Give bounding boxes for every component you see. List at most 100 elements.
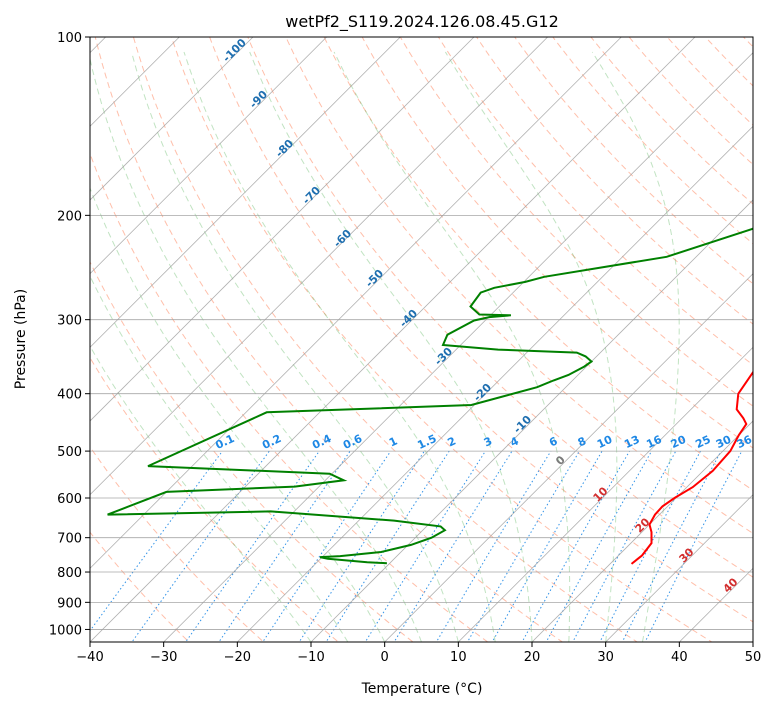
dry-adiabat <box>285 37 753 535</box>
isotherm-label: -100 <box>220 36 249 65</box>
mixing-ratio-line <box>262 450 392 642</box>
mixing-ratio-label: 0.2 <box>260 432 283 452</box>
x-tick-label: −30 <box>150 650 177 665</box>
x-tick-label: 30 <box>597 650 614 665</box>
y-tick-label: 400 <box>57 388 82 403</box>
isotherm <box>605 494 753 642</box>
dry-adiabat <box>755 10 775 654</box>
isotherm <box>310 199 753 642</box>
isotherm-label: -80 <box>273 137 296 160</box>
plot-area <box>90 10 775 654</box>
dry-adiabat <box>323 37 753 491</box>
mixing-ratio-label: 0.4 <box>310 432 333 452</box>
mixing-ratio-label: 0.6 <box>341 432 364 452</box>
y-tick-label: 200 <box>57 209 82 224</box>
dry-adiabat <box>90 260 414 642</box>
dry-adiabat <box>90 152 489 642</box>
moist-adiabat <box>591 51 680 642</box>
mixing-ratio-line <box>90 450 223 632</box>
dry-adiabat <box>475 37 753 325</box>
dewpoint-profile <box>107 227 753 565</box>
mixing-ratio-label: 25 <box>693 433 712 451</box>
dry-adiabat <box>590 37 753 205</box>
mixing-ratio-line <box>491 450 603 642</box>
mixing-ratio-label: 8 <box>576 434 588 449</box>
moist-adiabat <box>90 56 422 642</box>
mixing-ratio-line <box>621 450 722 642</box>
y-tick-label: 300 <box>57 314 82 329</box>
moist-adiabat <box>333 51 571 642</box>
moist-adiabat <box>131 51 459 642</box>
x-tick-label: −40 <box>76 650 103 665</box>
isotherm-label: -60 <box>331 227 354 250</box>
mixing-ratio-label: 1 <box>387 434 399 449</box>
chart-title: wetPf2_S119.2024.126.08.45.G12 <box>285 12 559 32</box>
isotherm <box>163 52 753 642</box>
y-tick-label: 900 <box>57 596 82 611</box>
isotherm <box>90 37 622 569</box>
x-tick-label: 50 <box>745 650 762 665</box>
isotherm <box>752 641 753 642</box>
mixing-ratio-label: 16 <box>644 433 664 451</box>
isotherm <box>90 37 327 275</box>
mixing-ratio-line <box>218 450 351 642</box>
isotherm <box>237 125 753 642</box>
mixing-ratio-line <box>644 450 743 642</box>
moist-adiabat <box>183 51 496 642</box>
isotherm-label: 30 <box>677 545 697 565</box>
y-tick-label: 600 <box>57 492 82 507</box>
mixing-ratio-line <box>466 450 580 642</box>
mixing-ratio-label: 1.5 <box>415 432 438 452</box>
dry-adiabat <box>90 356 340 642</box>
dry-adiabat <box>247 37 753 578</box>
mixing-ratio-label: 2 <box>446 434 458 449</box>
mixing-ratio-line <box>185 450 320 642</box>
isotherm-label: 40 <box>721 575 741 595</box>
mixing-ratio-line <box>393 450 513 642</box>
isotherm-label: -30 <box>432 345 455 368</box>
mixing-ratio-line <box>131 450 270 642</box>
x-tick-label: 10 <box>450 650 467 665</box>
mixing-ratio-line <box>298 450 425 642</box>
y-tick-label: 700 <box>57 532 82 547</box>
isotherm <box>90 37 475 422</box>
mixing-ratio-label: 36 <box>735 433 755 451</box>
y-tick-label: 800 <box>57 566 82 581</box>
isotherm-label: -50 <box>363 267 386 290</box>
isotherm <box>90 37 696 642</box>
mixing-ratio-label: 10 <box>595 433 615 451</box>
isotherm <box>90 37 254 201</box>
mixing-ratio-line <box>545 450 653 642</box>
y-tick-label: 100 <box>57 31 82 46</box>
isotherm-label: -70 <box>300 184 323 207</box>
moist-adiabat <box>249 51 533 642</box>
x-tick-label: 40 <box>671 650 688 665</box>
y-tick-label: 1000 <box>49 623 82 638</box>
y-axis-title: Pressure (hPa) <box>13 289 29 389</box>
y-tick-label: 500 <box>57 445 82 460</box>
dry-adiabat <box>742 37 753 48</box>
mixing-ratio-label: 20 <box>669 433 689 451</box>
dry-adiabat <box>514 37 753 285</box>
isotherm <box>531 420 753 642</box>
moist-adiabat <box>90 186 386 642</box>
isotherm-label: 20 <box>633 515 653 535</box>
dry-adiabat <box>171 37 713 642</box>
mixing-ratio-label: 13 <box>622 433 641 451</box>
dry-adiabat <box>361 37 753 449</box>
x-tick-label: −10 <box>297 650 324 665</box>
dry-adiabat <box>399 37 753 407</box>
mixing-ratio-line <box>435 450 552 642</box>
plot-frame <box>89 36 754 643</box>
moist-adiabat <box>444 51 618 642</box>
x-tick-label: 0 <box>381 650 389 665</box>
isotherm-label: 10 <box>591 484 611 504</box>
dry-adiabat <box>94 37 564 642</box>
temperature-profile <box>630 370 753 565</box>
x-axis-title: Temperature (°C) <box>361 681 483 697</box>
dry-adiabat <box>90 446 265 642</box>
moist-adiabat <box>90 345 312 642</box>
isotherm <box>679 567 753 642</box>
isotherm <box>458 346 753 642</box>
x-tick-label: −20 <box>224 650 251 665</box>
